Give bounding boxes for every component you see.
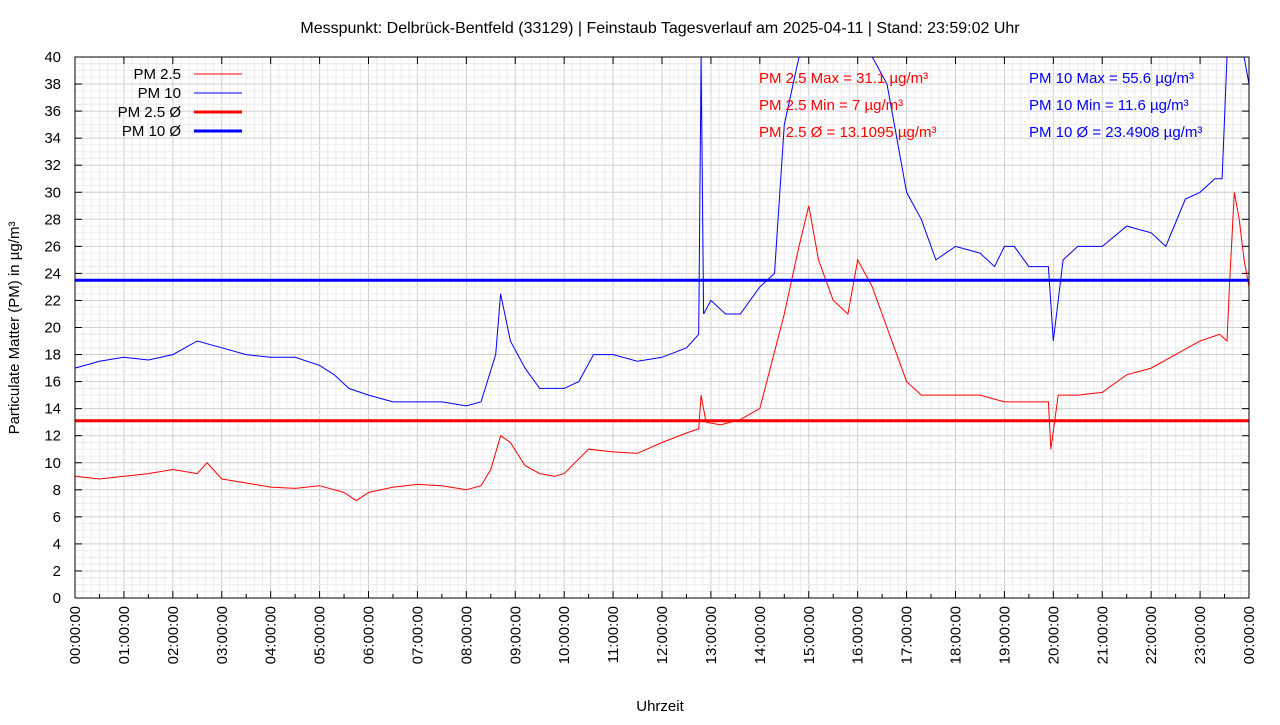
x-tick-label: 05:00:00 bbox=[312, 606, 329, 664]
legend-label: PM 2.5 Ø bbox=[118, 104, 182, 121]
y-tick-label: 30 bbox=[44, 184, 61, 201]
x-tick-label: 01:00:00 bbox=[116, 606, 133, 664]
legend-label: PM 10 Ø bbox=[122, 123, 182, 140]
x-tick-label: 22:00:00 bbox=[1143, 606, 1160, 664]
grid bbox=[75, 57, 1249, 598]
x-tick-label: 08:00:00 bbox=[458, 606, 475, 664]
y-tick-label: 12 bbox=[44, 428, 61, 445]
stat-label: PM 2.5 Ø = 13.1095 µg/m³ bbox=[759, 124, 936, 141]
series-layer bbox=[74, 56, 1250, 502]
y-tick-label: 36 bbox=[44, 103, 61, 120]
x-tick-label: 20:00:00 bbox=[1045, 606, 1062, 664]
stat-label: PM 2.5 Max = 31.1 µg/m³ bbox=[759, 70, 928, 87]
y-tick-label: 20 bbox=[44, 320, 61, 337]
x-tick-label: 13:00:00 bbox=[703, 606, 720, 664]
x-tick-label: 11:00:00 bbox=[605, 606, 622, 663]
legend-label: PM 10 bbox=[138, 85, 181, 102]
y-tick-label: 4 bbox=[53, 536, 61, 553]
y-tick-label: 6 bbox=[53, 509, 61, 526]
legend: PM 2.5 PM 10 PM 2.5 Ø PM 10 Ø bbox=[118, 66, 242, 140]
series-line-pm25 bbox=[74, 192, 1250, 502]
x-tick-label: 12:00:00 bbox=[654, 606, 671, 664]
x-tick-label: 04:00:00 bbox=[263, 606, 280, 664]
y-axis-label: Particulate Matter (PM) in µg/m³ bbox=[6, 222, 23, 435]
x-tick-label: 15:00:00 bbox=[801, 606, 818, 664]
series-line-pm10 bbox=[74, 56, 1250, 407]
stat-label: PM 10 Max = 55.6 µg/m³ bbox=[1029, 70, 1194, 87]
y-tick-label: 22 bbox=[44, 292, 61, 309]
x-tick-label: 18:00:00 bbox=[948, 606, 965, 664]
x-tick-label: 17:00:00 bbox=[899, 606, 916, 664]
y-tick-label: 28 bbox=[44, 211, 61, 228]
stat-label: PM 10 Min = 11.6 µg/m³ bbox=[1029, 97, 1189, 114]
x-tick-label: 00:00:00 bbox=[67, 606, 84, 664]
y-tick-label: 40 bbox=[44, 49, 61, 66]
x-tick-label: 03:00:00 bbox=[214, 606, 231, 664]
x-tick-label: 00:00:00 bbox=[1241, 606, 1258, 664]
x-tick-label: 07:00:00 bbox=[409, 606, 426, 664]
y-tick-label: 38 bbox=[44, 76, 61, 93]
x-tick-label: 19:00:00 bbox=[996, 606, 1013, 664]
x-tick-label: 21:00:00 bbox=[1094, 606, 1111, 664]
x-tick-label: 23:00:00 bbox=[1192, 606, 1209, 664]
y-tick-label: 26 bbox=[44, 238, 61, 255]
y-tick-label: 2 bbox=[53, 563, 61, 580]
y-tick-label: 0 bbox=[53, 590, 61, 607]
axis-ticks: 024681012141618202224262830323436384000:… bbox=[44, 49, 1258, 664]
y-tick-label: 24 bbox=[44, 265, 61, 282]
x-tick-label: 14:00:00 bbox=[752, 606, 769, 664]
x-tick-label: 06:00:00 bbox=[361, 606, 378, 664]
y-tick-label: 16 bbox=[44, 374, 61, 391]
x-axis-label: Uhrzeit bbox=[636, 698, 684, 715]
y-tick-label: 8 bbox=[53, 482, 61, 499]
stat-label: PM 2.5 Min = 7 µg/m³ bbox=[759, 97, 903, 114]
chart-title: Messpunkt: Delbrück-Bentfeld (33129) | F… bbox=[300, 20, 1020, 37]
stat-label: PM 10 Ø = 23.4908 µg/m³ bbox=[1029, 124, 1202, 141]
y-tick-label: 34 bbox=[44, 130, 61, 147]
x-tick-label: 09:00:00 bbox=[507, 606, 524, 664]
y-tick-label: 32 bbox=[44, 157, 61, 174]
y-tick-label: 10 bbox=[44, 455, 61, 472]
x-tick-label: 16:00:00 bbox=[850, 606, 867, 664]
x-tick-label: 02:00:00 bbox=[165, 606, 182, 664]
x-tick-label: 10:00:00 bbox=[556, 606, 573, 664]
y-tick-label: 14 bbox=[44, 401, 61, 418]
y-tick-label: 18 bbox=[44, 347, 61, 364]
legend-label: PM 2.5 bbox=[133, 66, 181, 83]
stats-annotations: PM 2.5 Max = 31.1 µg/m³ PM 2.5 Min = 7 µg… bbox=[759, 70, 1202, 141]
